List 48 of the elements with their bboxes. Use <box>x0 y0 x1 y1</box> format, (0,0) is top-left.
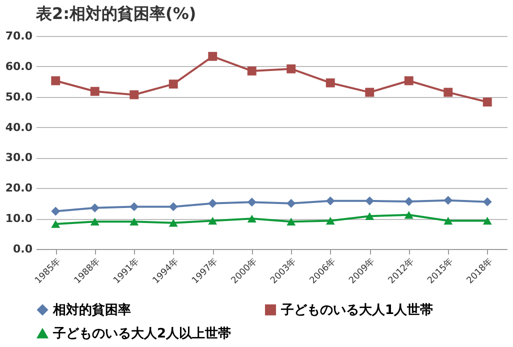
legend-label: 子どものいる大人2人以上世帯 <box>52 326 232 342</box>
point <box>208 198 218 208</box>
point <box>365 212 374 220</box>
legend-label: 相対的貧困率 <box>52 302 131 318</box>
point <box>90 203 100 212</box>
chart-title: 表2:相対的貧困率(%) <box>35 4 196 23</box>
y-tick-label: 40.0 <box>5 120 33 134</box>
point <box>365 196 374 206</box>
point <box>90 218 100 226</box>
point <box>130 202 139 212</box>
point <box>404 211 414 219</box>
point <box>130 218 139 226</box>
point <box>286 64 296 74</box>
y-tick-label: 30.0 <box>5 151 33 164</box>
point <box>482 216 492 225</box>
y-tick-label: 60.0 <box>5 60 33 73</box>
point <box>326 216 335 225</box>
point <box>247 214 256 222</box>
point <box>208 52 218 61</box>
y-tick-label: 0.0 <box>13 242 33 256</box>
point <box>247 66 256 76</box>
point <box>404 197 414 206</box>
y-tick-label: 10.0 <box>5 212 33 226</box>
point <box>444 88 453 97</box>
y-tick-label: 50.0 <box>5 90 33 104</box>
point <box>247 198 256 207</box>
point <box>444 196 453 205</box>
y-tick-label: 70.0 <box>5 30 33 42</box>
point <box>208 216 218 225</box>
point <box>326 196 335 206</box>
point <box>51 76 60 86</box>
y-tick-label: 20.0 <box>5 182 33 195</box>
legend-label: 子どものいる大人1人世帯 <box>280 302 434 318</box>
point <box>168 202 178 212</box>
point <box>51 220 60 228</box>
point <box>286 198 296 208</box>
point <box>286 218 296 226</box>
point <box>130 90 139 100</box>
point <box>444 216 453 225</box>
point <box>326 78 335 88</box>
point <box>482 98 492 106</box>
point <box>482 197 492 206</box>
point <box>404 76 414 86</box>
point <box>168 80 178 89</box>
point <box>90 86 100 96</box>
point <box>365 88 374 97</box>
point <box>51 206 60 216</box>
point <box>168 218 178 227</box>
